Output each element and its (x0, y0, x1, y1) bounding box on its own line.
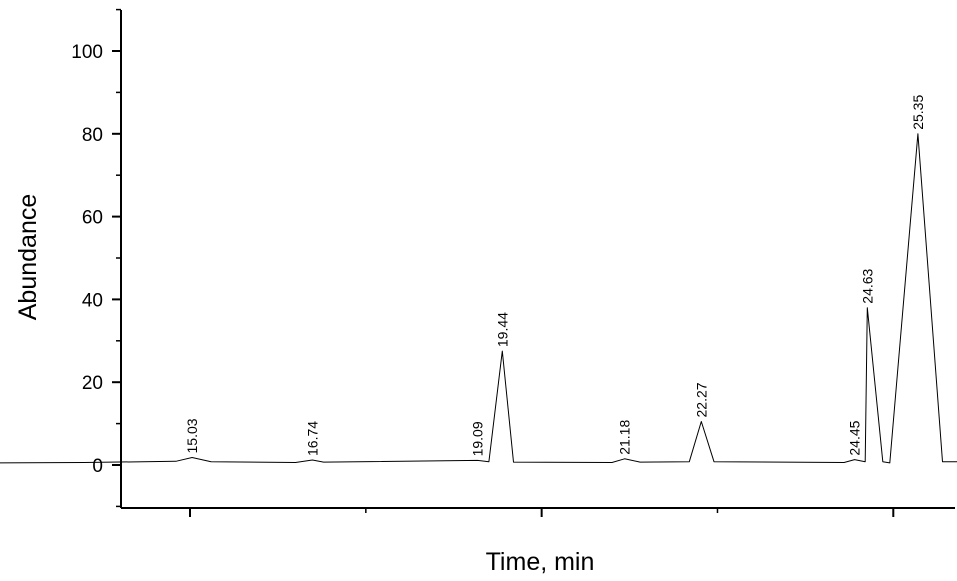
y-tick-label: 60 (82, 208, 103, 229)
y-tick-label: 40 (82, 290, 103, 311)
peak-label: 24.45 (847, 420, 863, 455)
y-axis-title: Abundance (14, 194, 42, 321)
peak-label: 24.63 (859, 268, 875, 303)
y-tick-label: 0 (92, 456, 103, 477)
peak-label: 15.03 (184, 418, 200, 453)
peak-label: 16.74 (304, 421, 320, 456)
peak-label: 19.09 (470, 421, 486, 456)
y-tick-label: 20 (82, 373, 103, 394)
peak-label-layer: 15.03 16.74 19.09 19.44 21.18 22.27 24.45 24.63… (184, 95, 926, 457)
peak-label: 25.35 (910, 95, 926, 130)
chromatogram-trace (0, 133, 957, 464)
y-tick-label: 80 (82, 125, 103, 146)
y-tick-label: 100 (71, 42, 103, 63)
plot-area: 0 20 40 60 80 100 15.03 16.74 19.09 19.44 21.18 22… (0, 8, 957, 517)
x-axis-title: Time, min (486, 548, 595, 576)
trace-layer (0, 133, 957, 464)
peak-label: 21.18 (617, 420, 633, 455)
peak-label: 22.27 (693, 382, 709, 417)
peak-label: 19.44 (494, 312, 510, 347)
